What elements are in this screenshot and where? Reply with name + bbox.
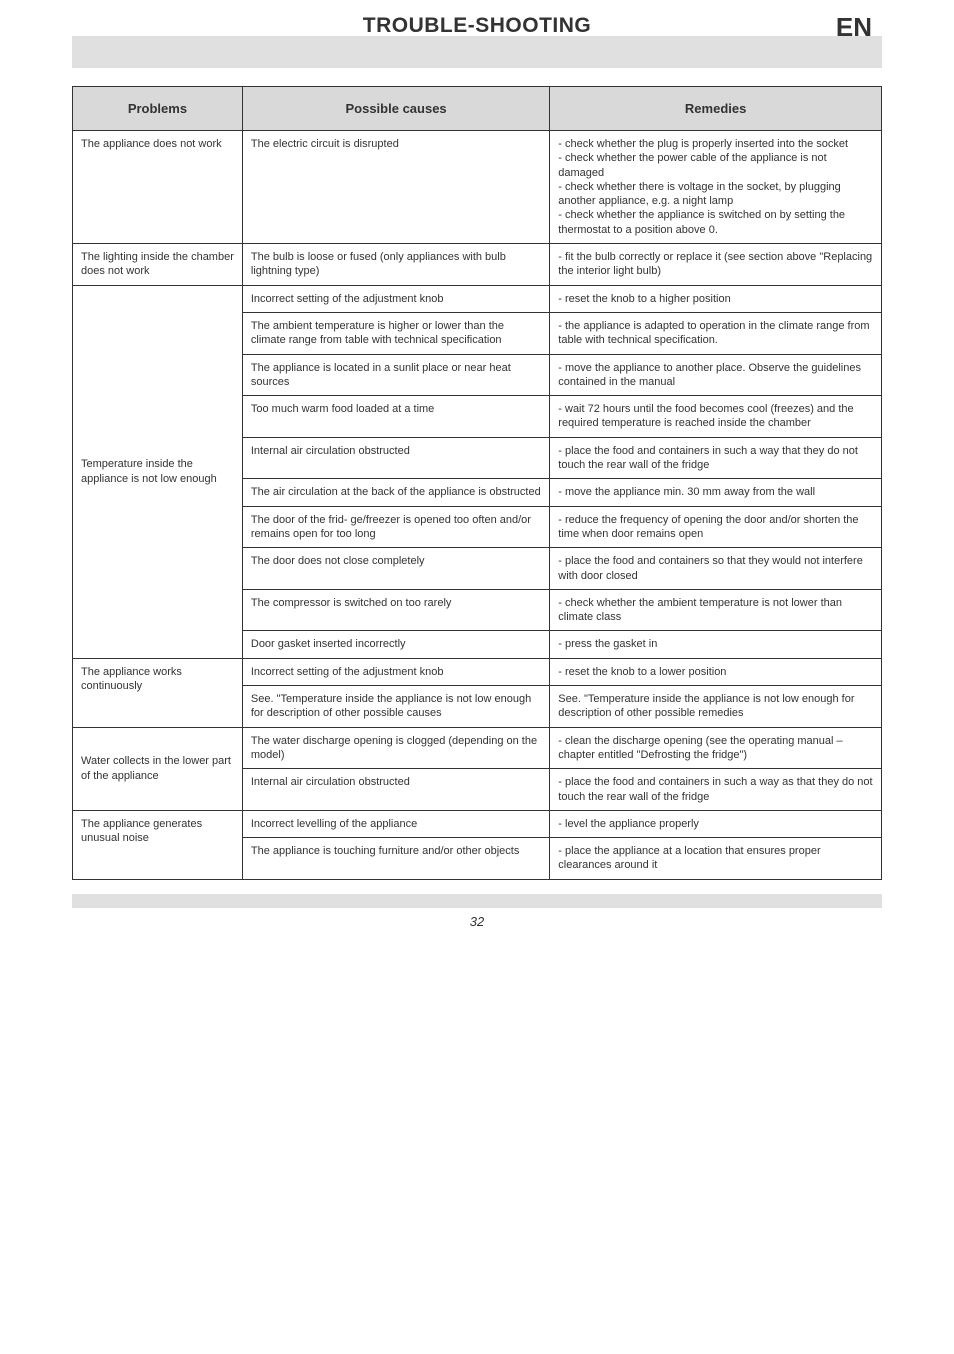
- table-header: Problems Possible causes Remedies: [73, 87, 882, 131]
- table-body: The appliance does not workThe electric …: [73, 131, 882, 880]
- cause-cell: Incorrect setting of the adjustment knob: [242, 658, 549, 685]
- table-row: Temperature inside the appliance is not …: [73, 285, 882, 312]
- cause-cell: Internal air circulation obstructed: [242, 769, 549, 811]
- table-row: Water collects in the lower part of the …: [73, 727, 882, 769]
- cause-cell: The bulb is loose or fused (only applian…: [242, 244, 549, 286]
- problem-cell: The lighting inside the chamber does not…: [73, 244, 243, 286]
- table-row: The appliance generates unusual noiseInc…: [73, 810, 882, 837]
- title-row: TROUBLE-SHOOTING: [72, 14, 882, 38]
- remedy-cell: - level the appliance properly: [550, 810, 882, 837]
- remedy-cell: - the appliance is adapted to operation …: [550, 312, 882, 354]
- cause-cell: Incorrect levelling of the appliance: [242, 810, 549, 837]
- cause-cell: The ambient temperature is higher or low…: [242, 312, 549, 354]
- page-number: 32: [72, 914, 882, 929]
- cause-cell: See. "Temperature inside the appliance i…: [242, 686, 549, 728]
- col-header-remedies: Remedies: [550, 87, 882, 131]
- remedy-cell: - reduce the frequency of opening the do…: [550, 506, 882, 548]
- remedy-cell: - reset the knob to a higher position: [550, 285, 882, 312]
- problem-cell: The appliance generates unusual noise: [73, 810, 243, 879]
- cause-cell: Door gasket inserted incorrectly: [242, 631, 549, 658]
- remedy-cell: - reset the knob to a lower position: [550, 658, 882, 685]
- cause-cell: The door of the frid- ge/freezer is open…: [242, 506, 549, 548]
- language-code: EN: [836, 12, 872, 43]
- cause-cell: Internal air circulation obstructed: [242, 437, 549, 479]
- header-bar: TROUBLE-SHOOTING EN: [72, 36, 882, 68]
- page-title: TROUBLE-SHOOTING: [363, 14, 592, 38]
- table-row: The appliance works continuouslyIncorrec…: [73, 658, 882, 685]
- cause-cell: The electric circuit is disrupted: [242, 131, 549, 244]
- remedy-cell: - move the appliance min. 30 mm away fro…: [550, 479, 882, 506]
- cause-cell: The air circulation at the back of the a…: [242, 479, 549, 506]
- trouble-table: Problems Possible causes Remedies The ap…: [72, 86, 882, 880]
- cause-cell: Too much warm food loaded at a time: [242, 396, 549, 438]
- problem-cell: The appliance works continuously: [73, 658, 243, 727]
- col-header-problems: Problems: [73, 87, 243, 131]
- table-row: The lighting inside the chamber does not…: [73, 244, 882, 286]
- remedy-cell: - fit the bulb correctly or replace it (…: [550, 244, 882, 286]
- cause-cell: The compressor is switched on too rarely: [242, 589, 549, 631]
- remedy-cell: - place the food and containers in such …: [550, 769, 882, 811]
- remedy-cell: - clean the discharge opening (see the o…: [550, 727, 882, 769]
- cause-cell: The water discharge opening is clogged (…: [242, 727, 549, 769]
- cause-cell: The appliance is located in a sunlit pla…: [242, 354, 549, 396]
- cause-cell: Incorrect setting of the adjustment knob: [242, 285, 549, 312]
- remedy-cell: See. "Temperature inside the appliance i…: [550, 686, 882, 728]
- footer-bar: [72, 894, 882, 908]
- table-row: The appliance does not workThe electric …: [73, 131, 882, 244]
- cause-cell: The door does not close completely: [242, 548, 549, 590]
- remedy-cell: - place the food and containers so that …: [550, 548, 882, 590]
- col-header-causes: Possible causes: [242, 87, 549, 131]
- problem-cell: Water collects in the lower part of the …: [73, 727, 243, 810]
- remedy-cell: - check whether the ambient temperature …: [550, 589, 882, 631]
- remedy-cell: - place the appliance at a location that…: [550, 838, 882, 880]
- remedy-cell: - check whether the plug is properly ins…: [550, 131, 882, 244]
- problem-cell: Temperature inside the appliance is not …: [73, 285, 243, 658]
- cause-cell: The appliance is touching furniture and/…: [242, 838, 549, 880]
- remedy-cell: - place the food and containers in such …: [550, 437, 882, 479]
- remedy-cell: - press the gasket in: [550, 631, 882, 658]
- remedy-cell: - move the appliance to another place. O…: [550, 354, 882, 396]
- problem-cell: The appliance does not work: [73, 131, 243, 244]
- remedy-cell: - wait 72 hours until the food becomes c…: [550, 396, 882, 438]
